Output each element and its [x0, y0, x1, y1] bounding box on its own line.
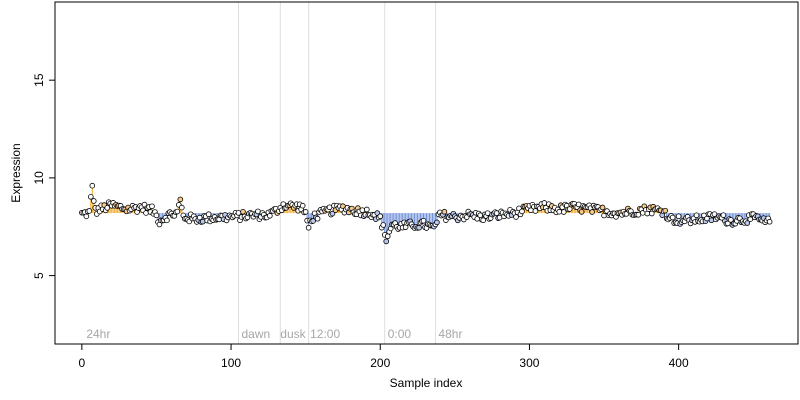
data-point — [708, 217, 715, 224]
data-point — [383, 238, 390, 245]
x-axis-title: Sample index — [390, 376, 463, 390]
data-point — [720, 212, 727, 218]
data-point — [83, 213, 90, 220]
data-point — [711, 211, 718, 217]
data-point — [377, 213, 384, 220]
data-point — [177, 196, 184, 203]
data-point — [90, 198, 97, 204]
y-tick-label: 5 — [32, 272, 46, 279]
data-point — [589, 209, 595, 215]
annotation-label: 12:00 — [310, 327, 340, 341]
y-tick-label: 10 — [32, 171, 46, 185]
data-point — [89, 182, 96, 189]
y-tick-label: 15 — [32, 73, 46, 87]
data-point — [766, 218, 773, 225]
data-point — [199, 218, 206, 225]
data-point — [164, 217, 170, 224]
x-tick-label: 300 — [519, 356, 539, 370]
data-point — [143, 210, 149, 216]
data-points — [79, 182, 773, 245]
data-point — [578, 209, 585, 215]
data-point — [747, 216, 754, 223]
data-point — [153, 212, 160, 219]
x-tick-label: 200 — [370, 356, 390, 370]
data-point — [675, 213, 682, 220]
data-point — [420, 217, 427, 224]
x-axis: 0 100 200 300 400 — [79, 343, 689, 370]
vertical-markers — [238, 2, 436, 344]
annotation-label: 0:00 — [388, 327, 412, 341]
data-point — [484, 210, 491, 216]
data-point — [496, 214, 503, 221]
x-tick-label: 0 — [79, 356, 86, 370]
annotation-label: dusk — [280, 327, 306, 341]
data-point — [662, 207, 669, 214]
data-point — [416, 224, 422, 231]
data-point — [519, 208, 525, 215]
data-point — [599, 204, 606, 211]
data-point — [513, 214, 519, 220]
data-point — [86, 208, 93, 214]
data-point — [380, 222, 387, 228]
y-axis-title: Expression — [9, 143, 23, 202]
data-point — [556, 208, 563, 215]
data-point — [648, 210, 655, 217]
y-axis: 5 10 15 — [32, 73, 56, 279]
data-point — [305, 224, 312, 231]
data-point — [728, 217, 734, 223]
data-point — [314, 215, 321, 222]
annotation-label: 48hr — [438, 327, 462, 341]
data-point — [329, 210, 336, 217]
annotation-label: 24hr — [86, 327, 110, 341]
data-point — [299, 202, 306, 209]
data-point — [575, 201, 582, 208]
data-point — [174, 208, 181, 215]
data-point — [434, 219, 440, 226]
data-point — [149, 203, 155, 210]
data-point — [179, 204, 185, 211]
annotations: 24hr dawn dusk 12:00 0:00 48hr — [86, 327, 462, 341]
data-point — [635, 212, 642, 218]
data-point — [480, 217, 486, 224]
data-point — [240, 208, 246, 215]
x-tick-label: 100 — [221, 356, 241, 370]
data-point — [364, 206, 370, 213]
data-point — [744, 220, 751, 226]
data-point — [560, 209, 567, 215]
annotation-label: dawn — [241, 327, 270, 341]
data-point — [441, 208, 448, 215]
data-point — [384, 233, 391, 240]
data-point — [302, 209, 309, 215]
data-point — [693, 212, 700, 219]
data-point — [267, 212, 273, 219]
data-point — [104, 205, 111, 211]
data-point — [669, 214, 676, 221]
data-point — [310, 218, 316, 224]
data-point — [205, 211, 212, 218]
x-tick-label: 400 — [669, 356, 689, 370]
data-point — [359, 207, 366, 213]
data-point — [541, 200, 548, 206]
data-point — [88, 193, 94, 200]
